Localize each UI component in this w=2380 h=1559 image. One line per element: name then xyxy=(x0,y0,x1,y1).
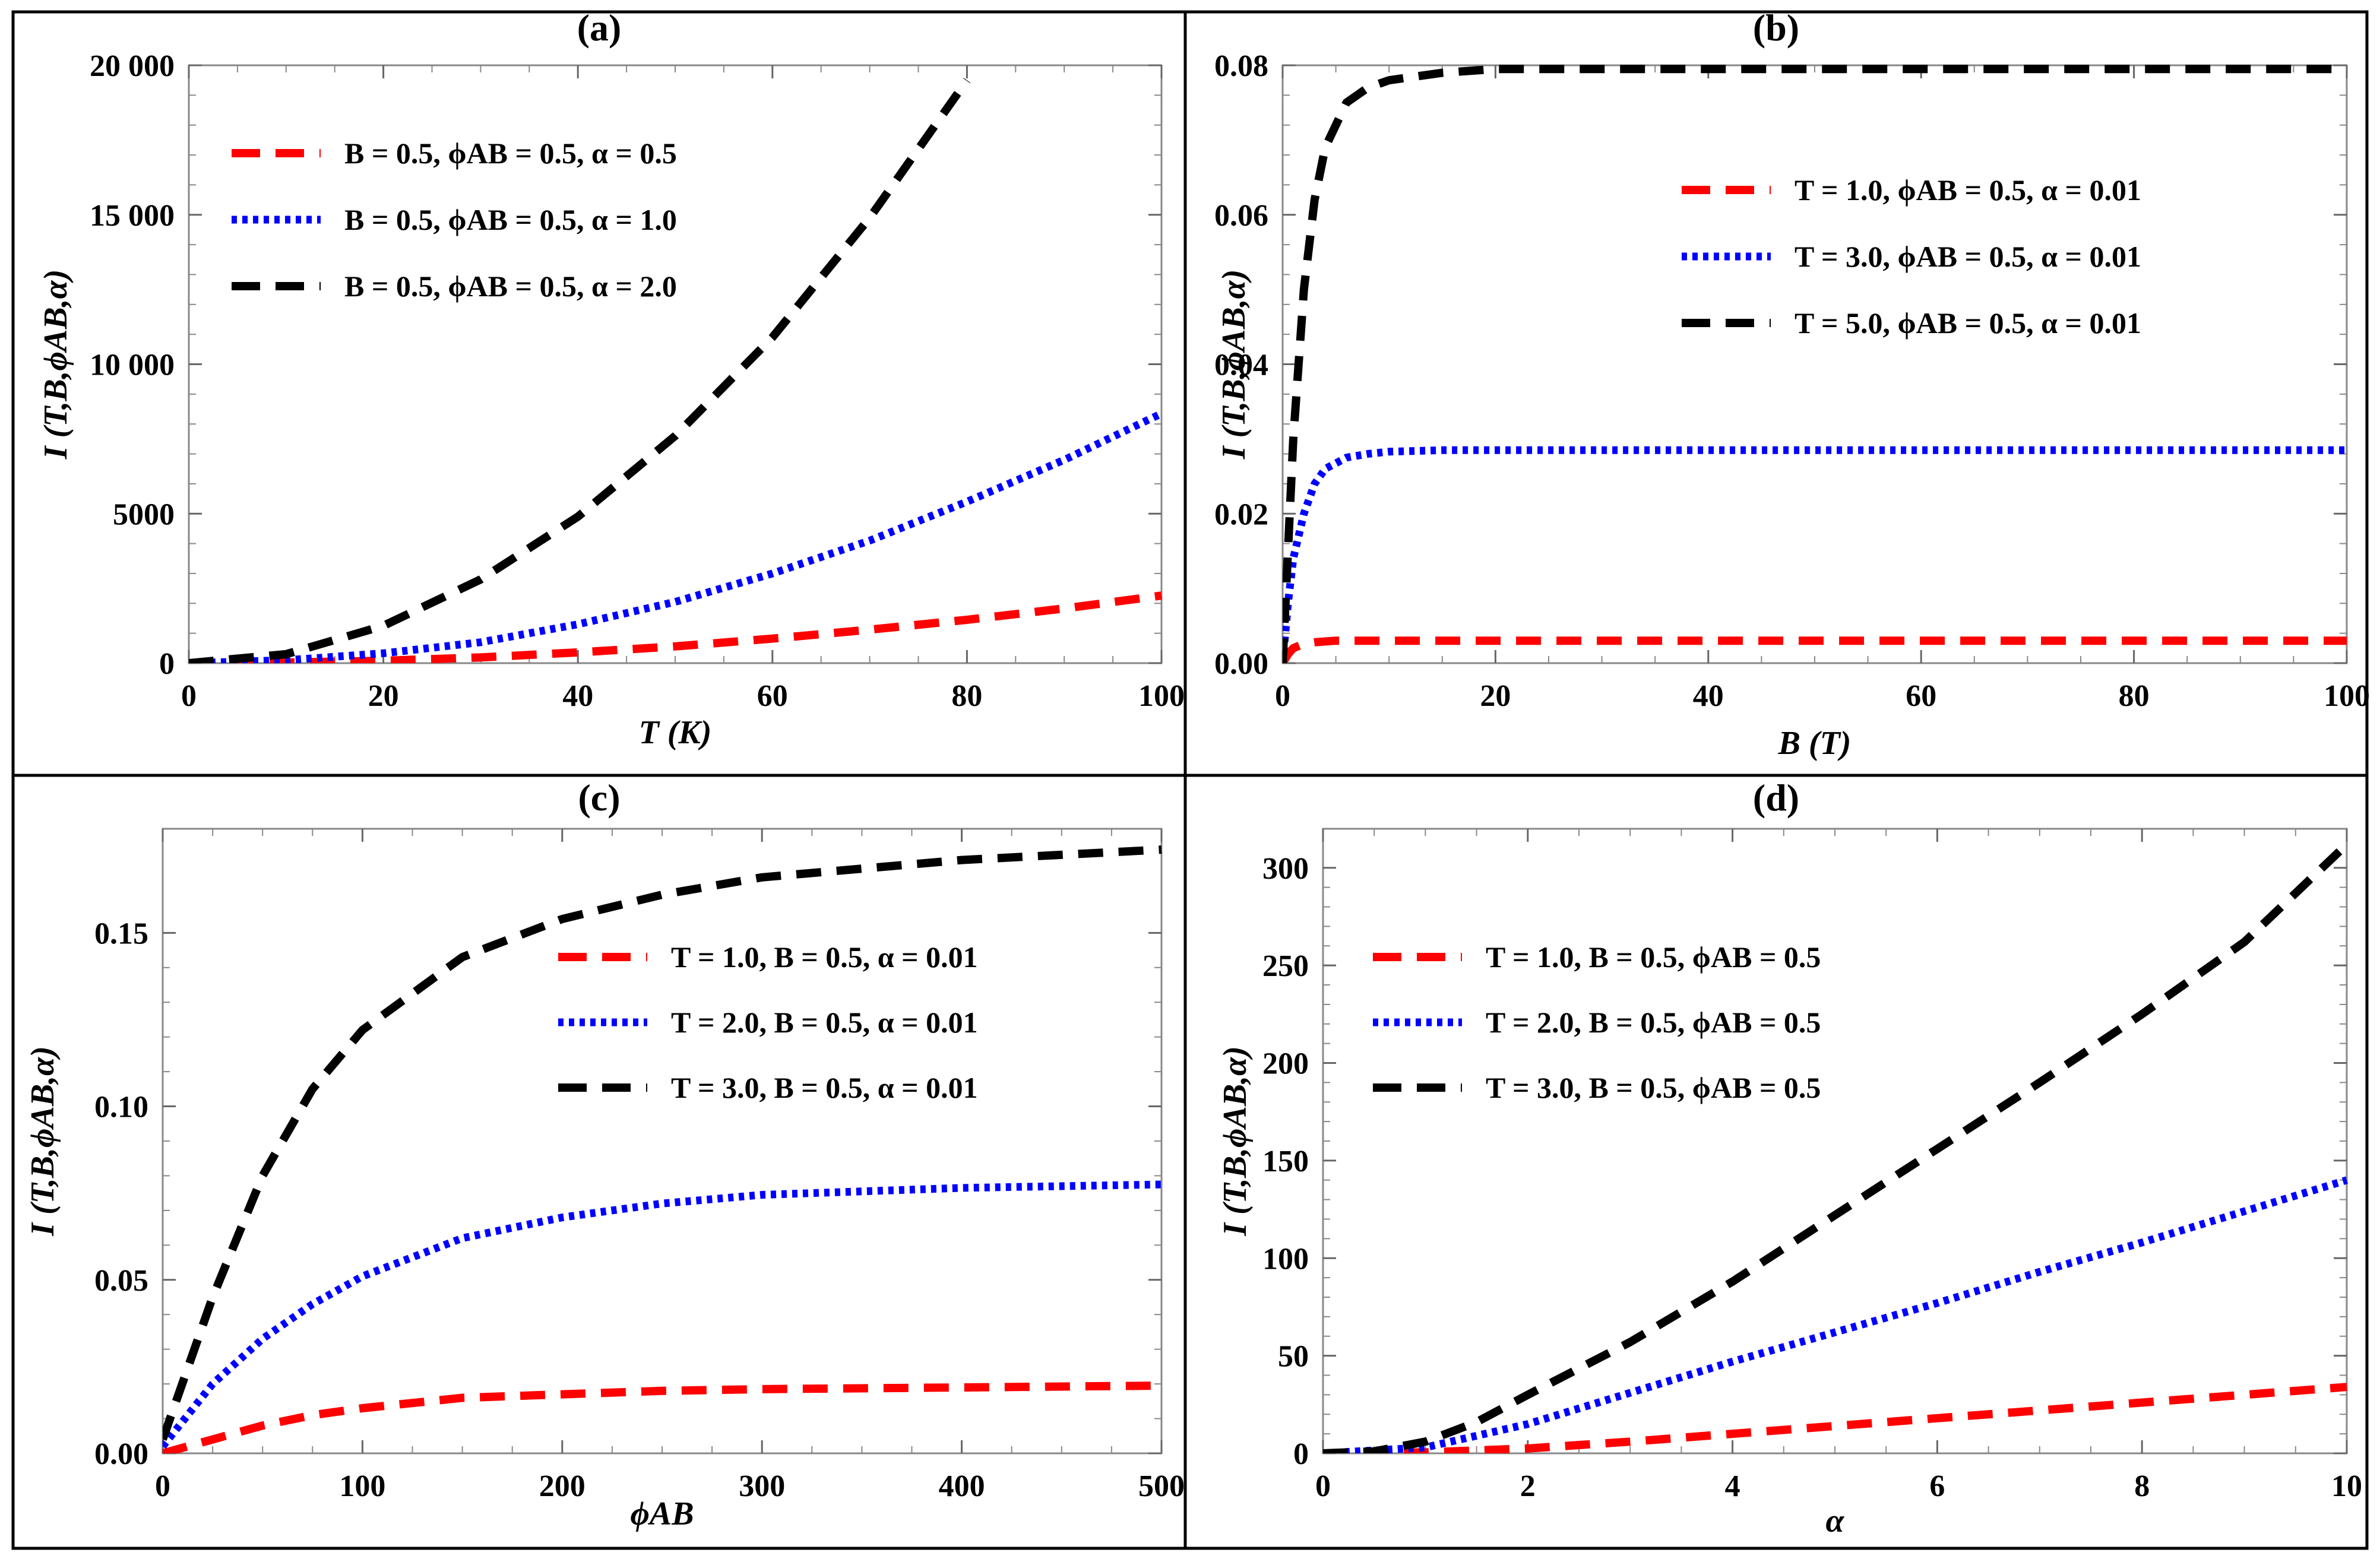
panel-a: (a) 0 20 40 60 80 100 0 5000 10 000 15 000 20 000 T … xyxy=(11,7,1187,777)
series-line-3 xyxy=(163,845,1162,1441)
legend-label: T = 1.0, ϕAB = 0.5, α = 0.01 xyxy=(1795,173,2141,207)
x-tick-label: 500 xyxy=(1138,1469,1185,1503)
y-tick-label: 150 xyxy=(1262,1145,1309,1178)
x-tick-label: 2 xyxy=(1520,1469,1536,1503)
x-tick-label: 4 xyxy=(1725,1469,1740,1503)
x-tick-label: 40 xyxy=(562,679,593,713)
panel-title: (b) xyxy=(1753,7,1799,49)
x-tick-label: 20 xyxy=(1480,679,1511,713)
panel-title: (a) xyxy=(577,7,622,49)
legend-label: T = 2.0, B = 0.5, ϕAB = 0.5 xyxy=(1486,1006,1821,1039)
x-tick-label: 80 xyxy=(951,679,982,713)
plot-frame xyxy=(162,828,1163,1455)
legend-label: T = 3.0, B = 0.5, ϕAB = 0.5 xyxy=(1486,1071,1821,1104)
y-tick-label: 0 xyxy=(159,647,175,681)
panel-border xyxy=(11,774,1187,1550)
x-tick-label: 10 xyxy=(2331,1469,2362,1503)
y-axis-label: I (T,B,ϕAB,α) xyxy=(37,270,74,460)
series-line-2 xyxy=(163,1180,1162,1449)
x-tick-label: 60 xyxy=(1906,679,1936,713)
x-tick-label: 80 xyxy=(2119,679,2150,713)
y-tick-label: 0.15 xyxy=(94,917,148,950)
x-tick-label: 300 xyxy=(739,1469,785,1503)
y-tick-label: 0 xyxy=(1293,1437,1309,1471)
y-tick-label: 0.06 xyxy=(1214,199,1268,233)
y-axis-label: I (T,B,ϕAB,α) xyxy=(24,1046,61,1237)
x-tick-label: 6 xyxy=(1929,1469,1945,1503)
panel-border xyxy=(1183,774,2369,1550)
series-line-3 xyxy=(189,78,971,663)
x-tick-label: 0 xyxy=(181,679,197,713)
legend-label: B = 0.5, ϕAB = 0.5, α = 2.0 xyxy=(344,270,677,303)
legend-label: T = 5.0, ϕAB = 0.5, α = 0.01 xyxy=(1795,306,2141,340)
x-tick-label: 8 xyxy=(2134,1469,2150,1503)
panel-title: (d) xyxy=(1753,777,1799,819)
series-line-1 xyxy=(1283,636,2347,663)
x-axis-label: ϕAB xyxy=(630,1495,694,1532)
y-tick-label: 20 000 xyxy=(90,49,175,83)
y-tick-label: 300 xyxy=(1262,852,1309,886)
x-tick-label: 0 xyxy=(1315,1469,1331,1503)
y-tick-label: 100 xyxy=(1262,1242,1309,1276)
y-tick-label: 50 xyxy=(1278,1340,1309,1374)
x-axis-label: α xyxy=(1826,1503,1845,1539)
series-line-1 xyxy=(163,1381,1162,1453)
legend-label: T = 3.0, B = 0.5, α = 0.01 xyxy=(671,1071,978,1104)
legend-label: B = 0.5, ϕAB = 0.5, α = 1.0 xyxy=(344,203,677,236)
y-tick-label: 5000 xyxy=(113,498,175,531)
x-tick-label: 40 xyxy=(1693,679,1724,713)
series-line-2 xyxy=(1323,1176,2348,1453)
y-tick-label: 0.02 xyxy=(1214,498,1268,531)
y-tick-label: 0.08 xyxy=(1214,49,1268,83)
panel-title: (c) xyxy=(578,777,620,819)
x-tick-label: 0 xyxy=(1275,679,1290,713)
legend-label: T = 2.0, B = 0.5, α = 0.01 xyxy=(671,1006,978,1039)
series-line-3 xyxy=(1283,65,2347,663)
legend-label: T = 1.0, B = 0.5, α = 0.01 xyxy=(671,940,978,974)
panel-b: (b) 0 20 40 60 80 100 0.00 0.02 0.04 0.06 0.08 B (T)… xyxy=(1183,7,2370,777)
x-tick-label: 100 xyxy=(2324,679,2370,713)
y-tick-label: 0.04 xyxy=(1214,348,1268,382)
y-tick-label: 10 000 xyxy=(90,348,175,382)
series-line-2 xyxy=(1283,446,2347,663)
x-tick-label: 0 xyxy=(155,1469,170,1503)
panel-c: (c) 0 100 200 300 400 500 0.00 0.05 0.10 0.15 ϕAB I … xyxy=(11,774,1187,1550)
x-tick-label: 100 xyxy=(1138,679,1185,713)
x-tick-label: 100 xyxy=(339,1469,385,1503)
y-tick-label: 0.05 xyxy=(94,1264,148,1298)
x-tick-label: 60 xyxy=(757,679,788,713)
legend-label: T = 1.0, B = 0.5, ϕAB = 0.5 xyxy=(1486,940,1821,974)
legend-label: T = 3.0, ϕAB = 0.5, α = 0.01 xyxy=(1795,240,2141,273)
x-tick-label: 200 xyxy=(539,1469,585,1503)
y-tick-label: 250 xyxy=(1262,949,1309,983)
x-tick-label: 20 xyxy=(368,679,399,713)
series-line-3 xyxy=(1323,841,2350,1453)
y-tick-label: 0.00 xyxy=(1214,647,1268,681)
y-axis-label: I (T,B,ϕAB,α) xyxy=(1216,270,1252,460)
series-line-2 xyxy=(189,410,1163,663)
series-line-1 xyxy=(189,591,1162,663)
x-tick-label: 400 xyxy=(939,1469,985,1503)
y-tick-label: 200 xyxy=(1262,1047,1309,1081)
y-tick-label: 15 000 xyxy=(90,199,175,233)
plot-frame xyxy=(1281,64,2348,664)
y-axis-label: I (T,B,ϕAB,α) xyxy=(1217,1046,1254,1237)
x-axis-label: T (K) xyxy=(639,714,712,751)
series-line-1 xyxy=(1323,1383,2347,1453)
x-axis-label: B (T) xyxy=(1778,725,1852,762)
y-tick-label: 0.00 xyxy=(94,1437,148,1471)
panel-border xyxy=(1183,10,2369,777)
legend-label: B = 0.5, ϕAB = 0.5, α = 0.5 xyxy=(344,137,677,170)
plot-frame xyxy=(1322,828,2348,1455)
y-tick-label: 0.10 xyxy=(94,1091,148,1124)
